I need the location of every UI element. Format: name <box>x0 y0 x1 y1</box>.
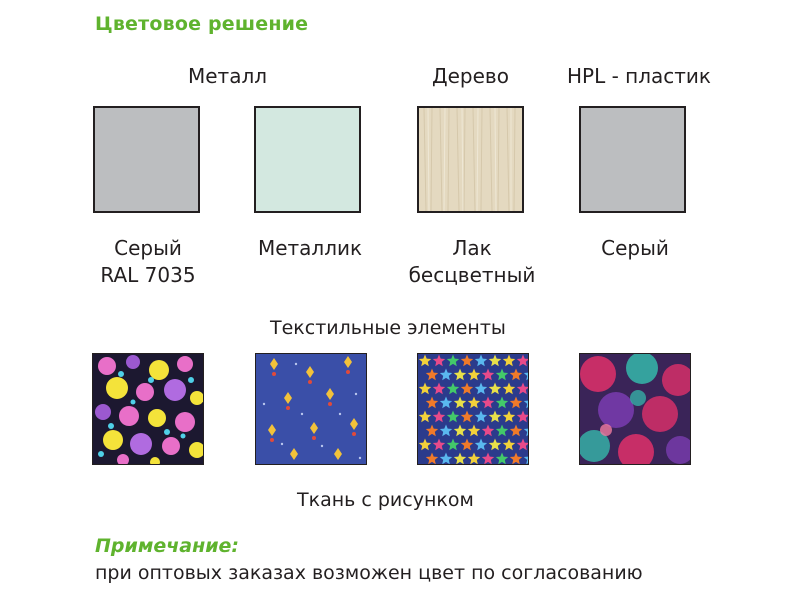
star-shape <box>453 424 467 437</box>
star-shape <box>474 438 488 451</box>
star-shape <box>425 424 439 437</box>
swatch-wood-lacquer <box>417 106 524 213</box>
star-shape <box>467 368 481 381</box>
star-shape <box>425 368 439 381</box>
star-shape <box>502 382 516 395</box>
star-shape <box>467 424 481 437</box>
star-shape <box>439 452 453 464</box>
star-shape <box>509 424 523 437</box>
fabric-label: Ткань с рисунком <box>297 489 474 511</box>
star-shape <box>488 354 502 367</box>
star-shape <box>467 396 481 409</box>
star-shape <box>474 354 488 367</box>
swatch-label-line2: бесцветный <box>408 263 536 287</box>
swatch-label-line1: Металлик <box>257 236 363 260</box>
star-shape <box>432 382 446 395</box>
swatch-label-hpl-grey: Серый <box>555 235 715 262</box>
star-shape <box>474 382 488 395</box>
star-shape <box>481 452 495 464</box>
star-shape <box>488 410 502 423</box>
note-title: Примечание: <box>95 535 240 557</box>
star-shape <box>502 410 516 423</box>
star-shape <box>418 382 432 395</box>
fabric-pattern-stars <box>418 354 528 464</box>
category-hpl: HPL - пластик <box>567 64 712 88</box>
star-shape <box>509 368 523 381</box>
star-shape <box>446 438 460 451</box>
star-shape <box>488 438 502 451</box>
star-shape <box>446 410 460 423</box>
star-shape <box>516 438 528 451</box>
star-shape <box>516 354 528 367</box>
star-shape <box>523 456 528 464</box>
star-shape <box>488 382 502 395</box>
star-shape <box>495 396 509 409</box>
star-shape <box>439 424 453 437</box>
swatch-label-line2: RAL 7035 <box>100 263 196 287</box>
fabric-swatch-stars <box>417 353 529 465</box>
star-shape <box>418 354 432 367</box>
star-shape <box>432 354 446 367</box>
fabric-swatch-rockets <box>255 353 367 465</box>
star-shape <box>460 354 474 367</box>
category-wood: Дерево <box>432 64 509 88</box>
star-shape <box>432 410 446 423</box>
swatch-label-lacquer: Лак бесцветный <box>392 235 552 289</box>
star-shape <box>523 400 528 409</box>
star-shape <box>418 410 432 423</box>
star-shape <box>502 354 516 367</box>
star-shape <box>481 424 495 437</box>
star-shape <box>425 396 439 409</box>
swatch-label-line1: Серый <box>601 236 669 260</box>
fabric-pattern-planets <box>93 354 203 464</box>
star-shape <box>446 382 460 395</box>
swatch-label-line1: Серый <box>114 236 182 260</box>
star-shape <box>495 424 509 437</box>
star-shape <box>446 354 460 367</box>
star-shape <box>523 428 528 437</box>
star-shape <box>516 382 528 395</box>
swatch-grey-ral7035 <box>93 106 200 213</box>
fabric-pattern-rockets <box>256 354 366 464</box>
swatch-metallic <box>254 106 361 213</box>
textile-section-title: Текстильные элементы <box>270 317 506 339</box>
star-shape <box>509 396 523 409</box>
star-shape <box>439 368 453 381</box>
fabric-swatch-planets <box>92 353 204 465</box>
fabric-pattern-tiedye <box>580 354 690 464</box>
star-shape <box>460 382 474 395</box>
star-shape <box>495 452 509 464</box>
star-shape <box>432 438 446 451</box>
star-shape <box>523 372 528 381</box>
star-shape <box>516 410 528 423</box>
star-shape <box>453 368 467 381</box>
category-metal: Металл <box>188 64 268 88</box>
star-shape <box>439 396 453 409</box>
star-shape <box>460 438 474 451</box>
fabric-swatch-tiedye <box>579 353 691 465</box>
star-shape <box>481 368 495 381</box>
swatch-hpl-grey <box>579 106 686 213</box>
star-shape <box>481 396 495 409</box>
wood-texture <box>419 108 522 211</box>
note-text: при оптовых заказах возможен цвет по сог… <box>95 562 643 584</box>
star-shape <box>460 410 474 423</box>
star-shape <box>502 438 516 451</box>
star-shape <box>453 452 467 464</box>
star-shape <box>425 452 439 464</box>
page-title: Цветовое решение <box>95 13 309 35</box>
star-shape <box>509 452 523 464</box>
star-shape <box>495 368 509 381</box>
swatch-label-metallic: Металлик <box>230 235 390 262</box>
star-shape <box>474 410 488 423</box>
star-shape <box>453 396 467 409</box>
star-shape <box>467 452 481 464</box>
swatch-label-grey: Серый RAL 7035 <box>68 235 228 289</box>
swatch-label-line1: Лак <box>452 236 492 260</box>
star-shape <box>418 438 432 451</box>
